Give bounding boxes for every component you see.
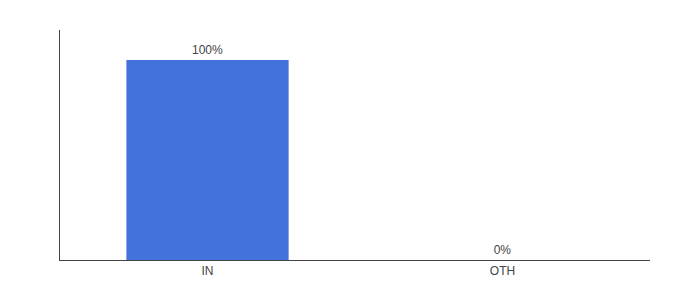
svg-text:OTH: OTH bbox=[490, 264, 515, 278]
svg-text:0%: 0% bbox=[494, 243, 512, 257]
svg-text:IN: IN bbox=[202, 264, 214, 278]
svg-text:100%: 100% bbox=[192, 43, 223, 57]
